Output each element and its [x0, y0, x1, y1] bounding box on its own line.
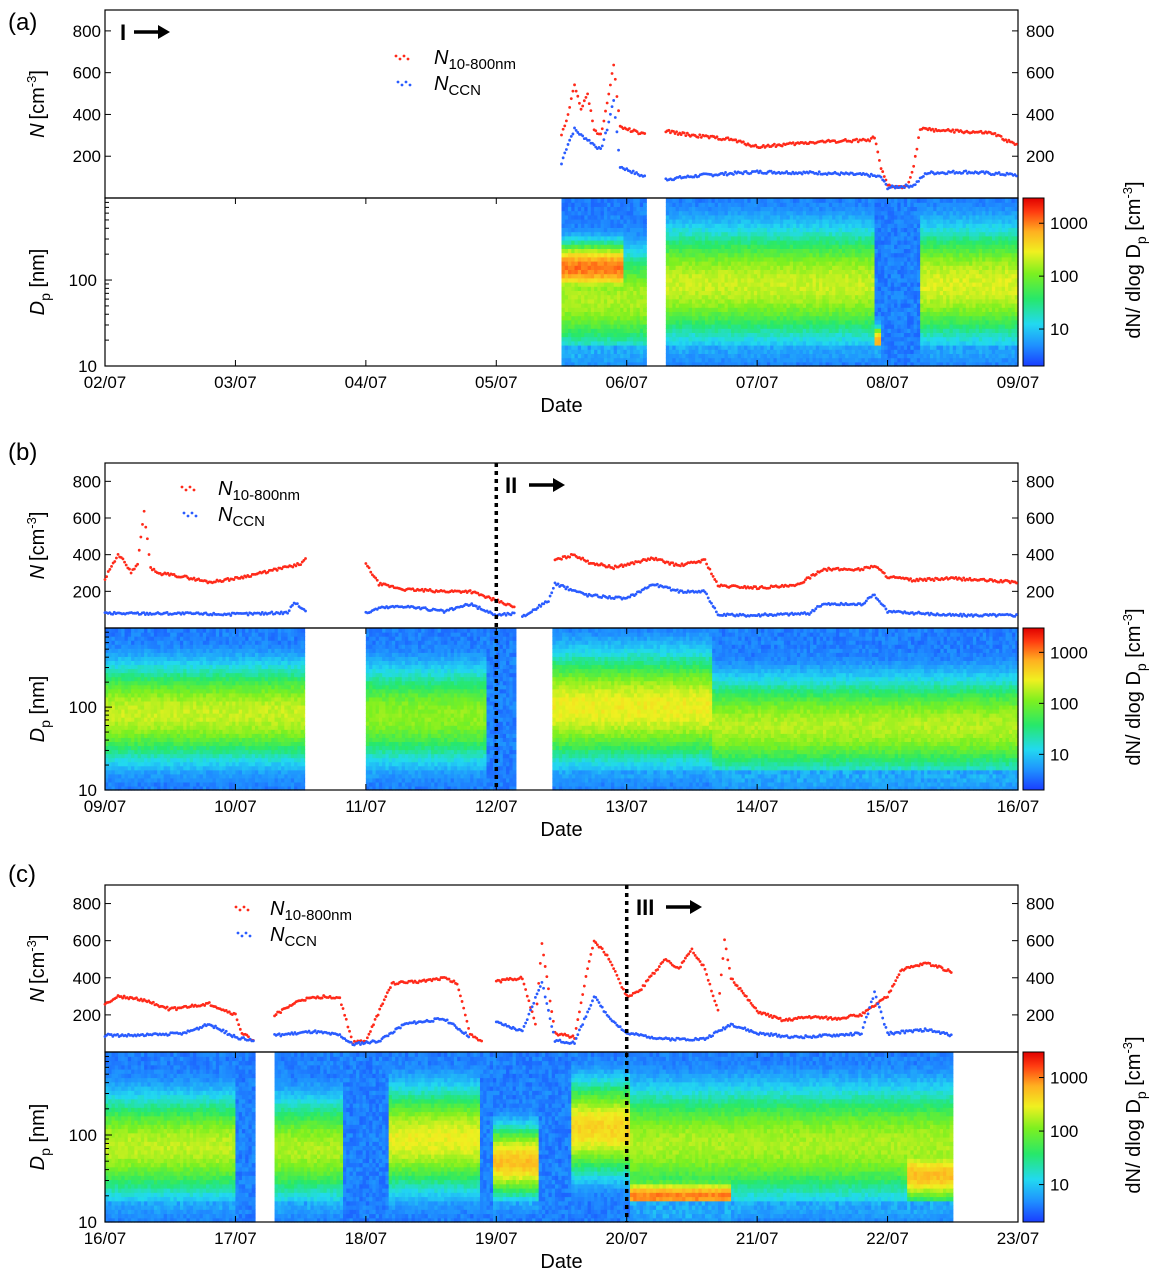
heatmap-cell	[643, 353, 647, 358]
heatmap-cell	[643, 328, 647, 333]
heatmap-cell	[643, 332, 647, 337]
heatmap-cell	[643, 211, 647, 216]
heatmap-cell	[643, 316, 647, 321]
heatmap-cell	[643, 278, 647, 283]
heatmap-cell	[643, 324, 647, 329]
heatmap-cell	[643, 248, 647, 253]
heatmap-cell	[643, 219, 647, 224]
heatmap-cell	[643, 282, 647, 287]
heatmap-cell	[643, 345, 647, 350]
heatmap-cell	[643, 290, 647, 295]
heatmap-cell	[643, 261, 647, 266]
heatmap-cell	[643, 311, 647, 316]
heatmap-cell	[643, 202, 647, 207]
heatmap-cell	[643, 358, 647, 363]
heatmap-cell	[643, 286, 647, 291]
heatmap-cell	[643, 236, 647, 241]
heatmap-cell	[643, 206, 647, 211]
heatmap-cell	[643, 349, 647, 354]
heatmap-cell	[643, 307, 647, 312]
heatmap-cell	[643, 223, 647, 228]
size-distribution-heatmap	[562, 198, 1019, 367]
heatmap-cell	[643, 269, 647, 274]
heatmap-cell	[643, 320, 647, 325]
heatmap-cell	[643, 303, 647, 308]
heatmap-cell	[643, 337, 647, 342]
heatmap-cell	[643, 215, 647, 220]
panel-a: 02/07 03/07 04/07 05/07 06/07 07/07 08/07 09/07…	[8, 9, 1149, 417]
heatmap-cell	[643, 295, 647, 300]
heatmap-cell	[643, 253, 647, 258]
heatmap-cell	[643, 227, 647, 232]
heatmap-cell	[643, 244, 647, 249]
heatmap-cell	[643, 341, 647, 346]
heatmap-cell	[643, 265, 647, 270]
heatmap-cell	[643, 232, 647, 237]
heatmap-cell	[643, 240, 647, 245]
heatmap-cell	[643, 299, 647, 304]
heatmap-cell	[643, 198, 647, 203]
heatmap-cell	[643, 257, 647, 262]
heatmap-cell	[643, 274, 647, 279]
